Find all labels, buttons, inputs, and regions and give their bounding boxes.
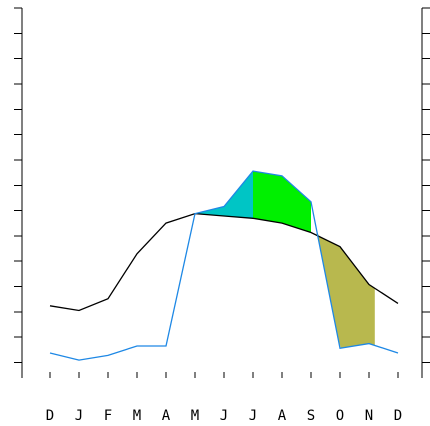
plot-frame — [21, 8, 423, 378]
shaded-region-2 — [253, 171, 311, 233]
x-tick-label: J — [249, 408, 257, 424]
series-line-1 — [49, 212, 399, 312]
x-tick-label: D — [46, 408, 54, 424]
x-tick-label: A — [278, 408, 287, 424]
shaded-region-3 — [316, 231, 375, 349]
x-tick-label: M — [133, 408, 141, 424]
x-tick-label: A — [162, 408, 171, 424]
x-tick-label: F — [104, 408, 112, 424]
x-tick-label: O — [336, 408, 344, 424]
x-tick-label: S — [307, 408, 315, 424]
series-line-2 — [49, 170, 399, 361]
x-tick-label: J — [220, 408, 228, 424]
x-tick-label: M — [191, 408, 199, 424]
axis-ticks — [14, 7, 430, 378]
series-lines — [49, 170, 399, 361]
x-tick-label: N — [365, 408, 373, 424]
x-tick-label: D — [394, 408, 402, 424]
shaded-region-1 — [195, 171, 253, 219]
shaded-regions — [195, 171, 375, 349]
x-tick-label: J — [75, 408, 83, 424]
